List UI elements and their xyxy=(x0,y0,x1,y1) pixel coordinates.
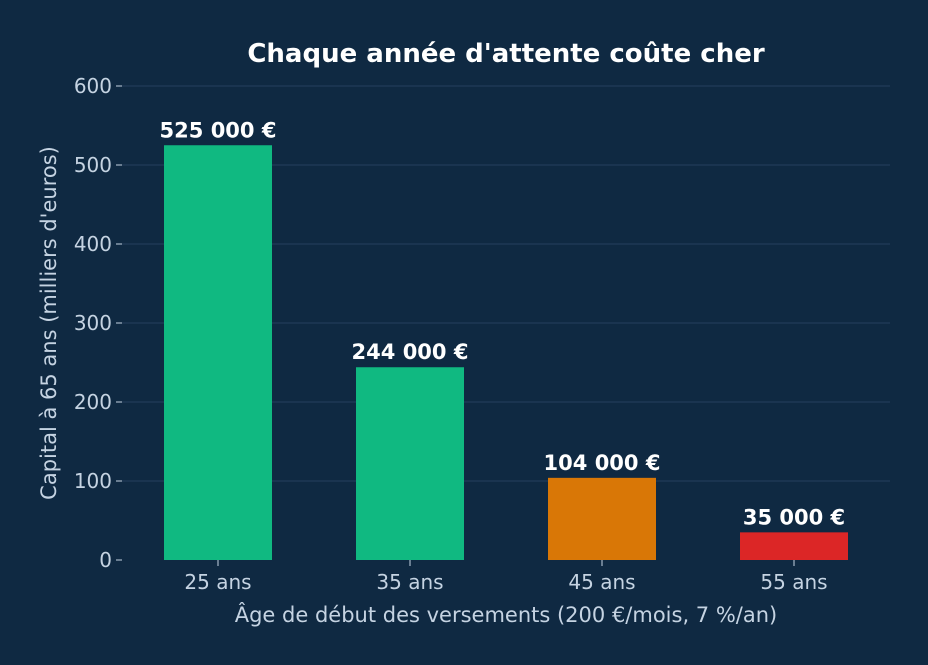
bar xyxy=(164,145,272,560)
data-label: 525 000 € xyxy=(160,118,277,142)
y-tick-label: 600 xyxy=(74,74,112,98)
y-tick-label: 0 xyxy=(99,548,112,572)
y-tick-label: 400 xyxy=(74,232,112,256)
data-label: 35 000 € xyxy=(743,505,845,529)
x-axis-label: Âge de début des versements (200 €/mois,… xyxy=(235,602,778,627)
bars xyxy=(164,145,848,560)
y-tick-label: 100 xyxy=(74,469,112,493)
data-label: 104 000 € xyxy=(544,451,661,475)
x-axis: 25 ans 35 ans 45 ans 55 ans xyxy=(184,560,828,594)
x-tick-label: 25 ans xyxy=(184,570,251,594)
bar xyxy=(548,477,656,560)
y-tick-label: 500 xyxy=(74,153,112,177)
data-labels: 525 000 € 244 000 € 104 000 € 35 000 € xyxy=(160,118,846,529)
chart-title: Chaque année d'attente coûte cher xyxy=(247,39,765,69)
y-axis: 0 100 200 300 400 500 600 xyxy=(74,74,122,572)
x-tick-label: 35 ans xyxy=(376,570,443,594)
bar xyxy=(356,367,464,560)
y-tick-label: 300 xyxy=(74,311,112,335)
y-axis-label: Capital à 65 ans (milliers d'euros) xyxy=(37,146,61,500)
x-tick-label: 55 ans xyxy=(760,570,827,594)
data-label: 244 000 € xyxy=(352,340,469,364)
y-tick-label: 200 xyxy=(74,390,112,414)
bar xyxy=(740,532,848,560)
x-tick-label: 45 ans xyxy=(568,570,635,594)
